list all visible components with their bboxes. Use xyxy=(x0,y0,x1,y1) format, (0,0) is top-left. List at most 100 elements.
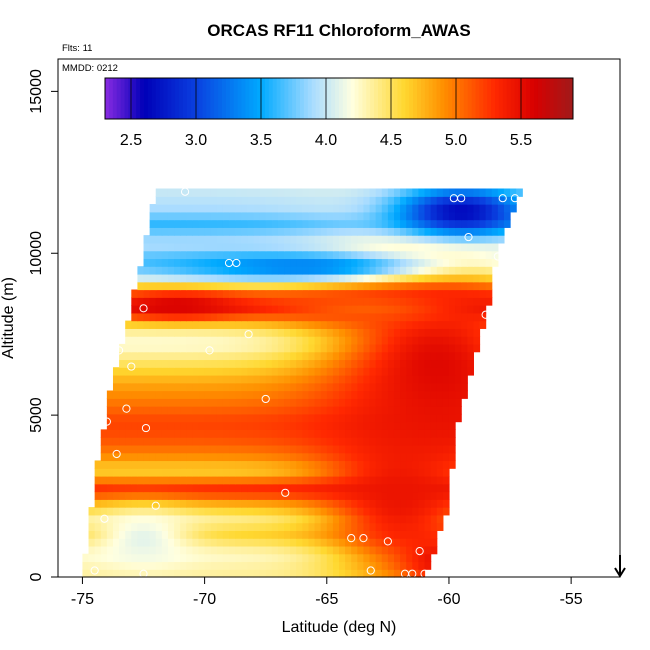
heatmap-cell xyxy=(412,351,420,361)
heatmap-cell xyxy=(235,211,242,221)
heatmap-cell xyxy=(296,289,303,298)
heatmap-cell xyxy=(455,297,462,306)
heatmap-cell xyxy=(143,235,151,244)
heatmap-cell xyxy=(351,320,358,329)
heatmap-cell xyxy=(149,235,157,244)
heatmap-cell xyxy=(174,273,181,283)
heatmap-cell xyxy=(381,227,389,236)
sample-point xyxy=(83,485,92,494)
colorbar-segment xyxy=(186,78,192,119)
heatmap-cell xyxy=(448,219,456,228)
heatmap-cell xyxy=(345,367,352,376)
heatmap-cell xyxy=(430,320,438,329)
heatmap-cell xyxy=(442,235,450,244)
heatmap-cell xyxy=(100,468,108,477)
heatmap-cell xyxy=(241,227,248,236)
heatmap-cell xyxy=(259,475,267,485)
heatmap-cell xyxy=(351,258,358,267)
heatmap-cell xyxy=(412,491,420,500)
heatmap-cell xyxy=(174,421,181,430)
heatmap-cell xyxy=(161,320,169,329)
heatmap-cell xyxy=(137,522,145,531)
heatmap-cell xyxy=(351,188,358,197)
colorbar-segment xyxy=(358,78,363,119)
heatmap-cell xyxy=(418,398,426,407)
colorbar-segment xyxy=(245,78,250,119)
heatmap-cell xyxy=(308,367,316,376)
heatmap-cell xyxy=(296,514,303,524)
heatmap-cell xyxy=(216,522,224,531)
heatmap-cell xyxy=(479,266,487,275)
heatmap-cell xyxy=(430,297,438,306)
heatmap-cell xyxy=(180,522,187,531)
heatmap-cell xyxy=(216,367,224,376)
heatmap-cell xyxy=(357,437,365,446)
heatmap-cell xyxy=(448,437,456,446)
heatmap-cell xyxy=(229,499,236,508)
heatmap-cell xyxy=(112,522,120,531)
heatmap-cell xyxy=(296,242,303,252)
heatmap-cell xyxy=(192,188,200,197)
heatmap-cell xyxy=(259,281,267,291)
heatmap-cell xyxy=(112,561,120,570)
heatmap-cell xyxy=(332,235,340,244)
heatmap-cell xyxy=(100,522,108,531)
heatmap-cell xyxy=(412,553,420,563)
heatmap-cell xyxy=(436,328,444,337)
heatmap-cell xyxy=(314,211,322,221)
colorbar-segment xyxy=(557,78,562,119)
heatmap-cell xyxy=(479,250,487,260)
heatmap-cell xyxy=(302,196,310,205)
heatmap-cell xyxy=(222,312,230,322)
heatmap-cell xyxy=(393,444,401,454)
heatmap-cell xyxy=(277,273,285,283)
heatmap-cell xyxy=(204,258,212,267)
heatmap-cell xyxy=(125,499,132,508)
x-tick-label: -75 xyxy=(71,591,94,608)
heatmap-cell xyxy=(290,561,297,570)
heatmap-cell xyxy=(155,336,163,345)
heatmap-cell xyxy=(442,188,450,197)
heatmap-cell xyxy=(112,491,120,500)
heatmap-cell xyxy=(161,491,169,500)
heatmap-cell xyxy=(448,312,456,322)
heatmap-cell xyxy=(241,281,248,291)
heatmap-cell xyxy=(265,266,273,275)
heatmap-cell xyxy=(400,421,407,430)
heatmap-cell xyxy=(430,336,438,345)
heatmap-cell xyxy=(412,406,420,415)
heatmap-cell xyxy=(155,444,163,454)
heatmap-cell xyxy=(491,204,499,213)
colorbar-segment xyxy=(491,78,496,119)
heatmap-cell xyxy=(137,367,145,376)
heatmap-cell xyxy=(210,281,218,291)
heatmap-cell xyxy=(253,188,261,197)
heatmap-cell xyxy=(222,281,230,291)
heatmap-cell xyxy=(345,429,352,438)
heatmap-cell xyxy=(253,522,261,531)
heatmap-cell xyxy=(167,553,175,563)
heatmap-cell xyxy=(332,297,340,306)
heatmap-cell xyxy=(314,297,322,306)
heatmap-cell xyxy=(143,452,151,462)
heatmap-cell xyxy=(357,211,365,221)
heatmap-cell xyxy=(277,491,285,500)
heatmap-cell xyxy=(253,507,261,516)
heatmap-cell xyxy=(222,351,230,361)
heatmap-cell xyxy=(467,328,474,337)
heatmap-cell xyxy=(235,305,242,314)
heatmap-cell xyxy=(247,374,255,384)
heatmap-cell xyxy=(387,188,395,197)
heatmap-cell xyxy=(106,507,114,516)
heatmap-cell xyxy=(186,499,193,508)
heatmap-cell xyxy=(210,483,218,493)
heatmap-cell xyxy=(339,320,346,329)
heatmap-cell xyxy=(345,437,352,446)
heatmap-cell xyxy=(400,289,407,298)
heatmap-cell xyxy=(314,258,322,267)
heatmap-cell xyxy=(155,545,163,555)
heatmap-cell xyxy=(216,514,224,524)
heatmap-cell xyxy=(167,258,175,267)
heatmap-cell xyxy=(436,460,444,469)
x-tick-label: -65 xyxy=(315,591,338,608)
